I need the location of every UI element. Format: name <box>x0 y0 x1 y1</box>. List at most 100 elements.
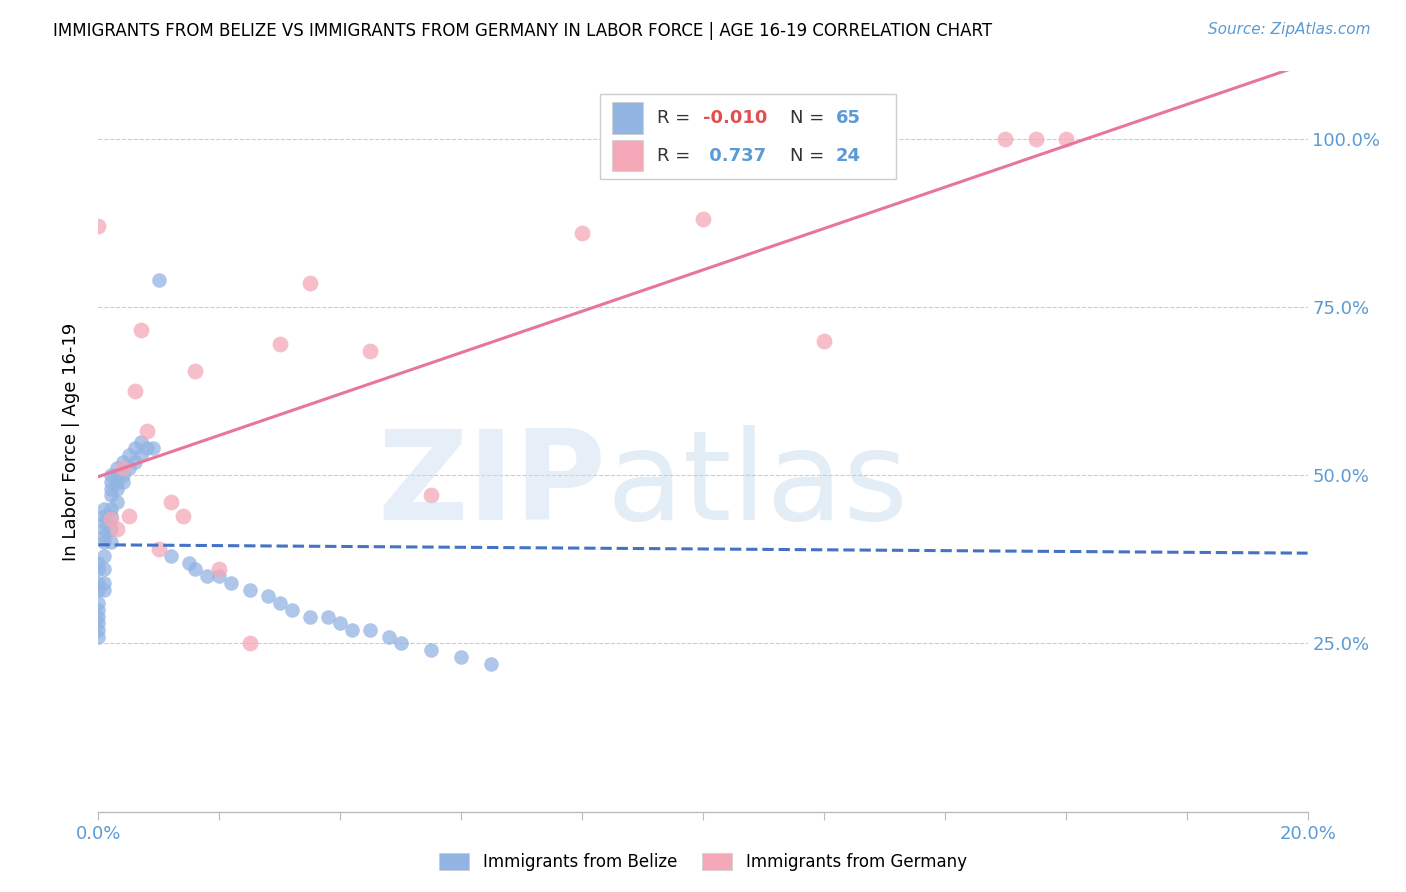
Text: Source: ZipAtlas.com: Source: ZipAtlas.com <box>1208 22 1371 37</box>
Point <box>389 636 412 650</box>
Point <box>105 482 128 496</box>
FancyBboxPatch shape <box>613 103 643 134</box>
Point <box>179 556 201 570</box>
Point <box>420 488 443 502</box>
Point <box>93 582 115 597</box>
Point <box>148 542 170 557</box>
Point <box>93 508 115 523</box>
Point <box>142 442 165 456</box>
FancyBboxPatch shape <box>613 140 643 171</box>
Point <box>172 508 194 523</box>
Point <box>148 273 170 287</box>
Point <box>100 522 122 536</box>
Point <box>160 495 183 509</box>
Point <box>100 482 122 496</box>
Point <box>135 442 157 456</box>
Point <box>87 623 110 637</box>
Point <box>124 455 146 469</box>
Point <box>87 556 110 570</box>
Point <box>129 448 152 462</box>
Point <box>160 549 183 563</box>
Point <box>813 334 835 348</box>
Point <box>195 569 218 583</box>
Point <box>111 461 134 475</box>
Point <box>93 501 115 516</box>
Point <box>111 475 134 489</box>
Point <box>420 643 443 657</box>
Point <box>111 455 134 469</box>
Point <box>221 575 243 590</box>
Point <box>299 609 322 624</box>
Point <box>111 468 134 483</box>
Point <box>105 495 128 509</box>
Point <box>481 657 503 671</box>
Point <box>93 575 115 590</box>
Point <box>256 590 278 604</box>
Point <box>87 596 110 610</box>
Point <box>208 562 231 576</box>
Point <box>93 562 115 576</box>
Point <box>1024 131 1046 145</box>
Point <box>118 448 141 462</box>
Point <box>87 219 110 234</box>
Point <box>377 630 399 644</box>
Point <box>100 468 122 483</box>
Point <box>105 461 128 475</box>
Point <box>135 425 157 439</box>
Point <box>100 512 122 526</box>
Point <box>87 575 110 590</box>
Point <box>100 508 122 523</box>
Point <box>87 616 110 631</box>
Text: IMMIGRANTS FROM BELIZE VS IMMIGRANTS FROM GERMANY IN LABOR FORCE | AGE 16-19 COR: IMMIGRANTS FROM BELIZE VS IMMIGRANTS FRO… <box>53 22 993 40</box>
Point <box>100 535 122 549</box>
Point <box>87 630 110 644</box>
Point <box>571 226 593 240</box>
Point <box>105 522 128 536</box>
Legend: Immigrants from Belize, Immigrants from Germany: Immigrants from Belize, Immigrants from … <box>432 845 974 880</box>
Point <box>93 516 115 530</box>
Point <box>360 343 382 358</box>
Point <box>118 508 141 523</box>
Point <box>299 277 322 291</box>
Text: R =: R = <box>657 109 696 127</box>
Point <box>208 569 231 583</box>
Point <box>87 562 110 576</box>
Point <box>184 562 207 576</box>
Point <box>269 337 291 351</box>
Point <box>269 596 291 610</box>
FancyBboxPatch shape <box>600 94 897 178</box>
Point <box>316 609 339 624</box>
Point <box>129 324 152 338</box>
Point <box>450 649 472 664</box>
Text: R =: R = <box>657 147 696 165</box>
Point <box>93 522 115 536</box>
Point <box>124 384 146 398</box>
Point <box>994 131 1017 145</box>
Y-axis label: In Labor Force | Age 16-19: In Labor Force | Age 16-19 <box>62 322 80 561</box>
Text: 0.737: 0.737 <box>703 147 766 165</box>
Point <box>1054 131 1077 145</box>
Point <box>692 212 714 227</box>
Text: N =: N = <box>790 147 830 165</box>
Point <box>281 603 304 617</box>
Text: -0.010: -0.010 <box>703 109 768 127</box>
Point <box>100 501 122 516</box>
Point <box>105 468 128 483</box>
Text: N =: N = <box>790 109 830 127</box>
Text: 65: 65 <box>837 109 860 127</box>
Point <box>100 475 122 489</box>
Point <box>239 582 262 597</box>
Point <box>100 488 122 502</box>
Text: ZIP: ZIP <box>378 425 606 547</box>
Point <box>342 623 364 637</box>
Point <box>93 535 115 549</box>
Point <box>105 475 128 489</box>
Point <box>129 434 152 449</box>
Text: atlas: atlas <box>606 425 908 547</box>
Point <box>87 603 110 617</box>
Point <box>93 529 115 543</box>
Point <box>124 442 146 456</box>
Point <box>87 609 110 624</box>
Point <box>87 582 110 597</box>
Text: 24: 24 <box>837 147 860 165</box>
